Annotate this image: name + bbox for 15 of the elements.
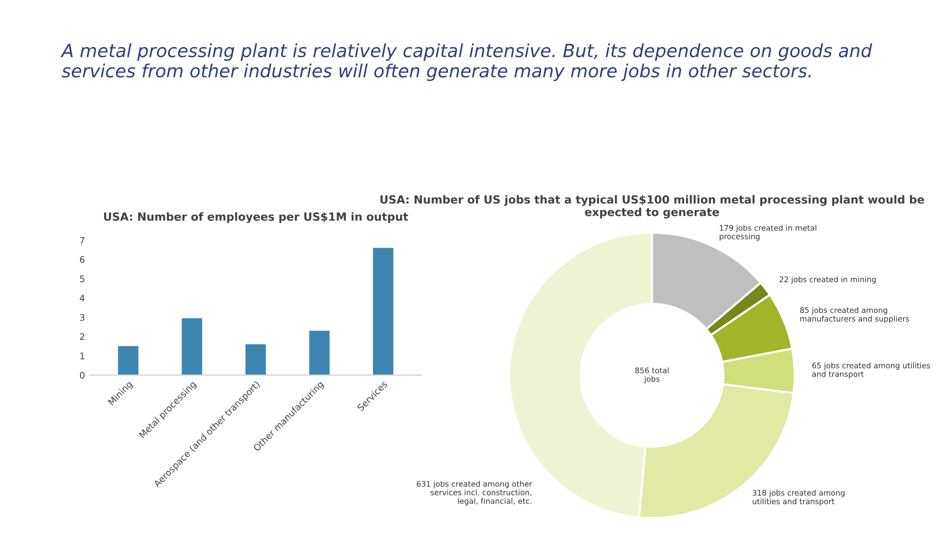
y-tick-label: 4 <box>80 294 85 302</box>
y-tick-label: 5 <box>80 276 84 282</box>
y-tick-label: 6 <box>80 256 85 263</box>
bar <box>118 346 138 376</box>
bar <box>182 318 202 376</box>
y-tick-label: 2 <box>80 333 84 340</box>
chart-title: USA: Number of employees per US$1M in output <box>104 212 408 224</box>
y-tick-label: 0 <box>80 372 85 379</box>
y-tick-label: 1 <box>80 352 84 360</box>
y-tick-label: 7 <box>80 236 84 244</box>
text: A metal processing plant is relatively capital intensive. But, its dependence on goods and services from other industries will often generate many more jobs in other sectors. <box>60 43 872 82</box>
y-tick-label: 3 <box>80 314 84 321</box>
bar <box>245 344 266 376</box>
bar <box>372 248 394 376</box>
bar <box>309 330 330 376</box>
